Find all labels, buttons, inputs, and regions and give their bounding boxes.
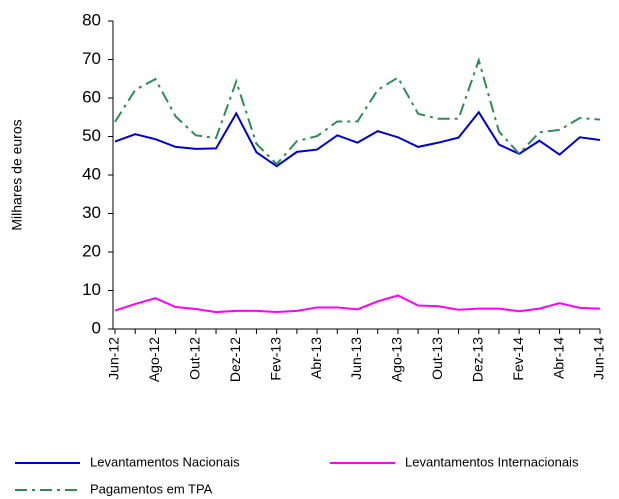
y-tick-label: 70 <box>82 49 101 68</box>
x-tick-label: Out-12 <box>187 337 203 380</box>
x-tick-label: Fev-13 <box>267 337 283 381</box>
y-tick-label: 50 <box>82 126 101 145</box>
y-tick-label: 0 <box>92 318 101 337</box>
x-tick-label: Ago-13 <box>389 337 405 382</box>
y-tick-label: 60 <box>82 87 101 106</box>
x-tick-label: Abr-13 <box>308 337 324 379</box>
x-tick-label: Jun-14 <box>591 337 607 380</box>
x-tick-label: Dez-13 <box>469 337 485 382</box>
y-tick-label: 10 <box>82 280 101 299</box>
y-tick-label: 20 <box>82 241 101 260</box>
series-line <box>114 56 601 166</box>
y-tick-label: 80 <box>82 10 101 29</box>
x-tick-label: Ago-12 <box>146 337 162 382</box>
legend-label: Pagamentos em TPA <box>90 481 213 496</box>
legend-label: Levantamentos Internacionais <box>405 454 579 469</box>
x-tick-label: Dez-12 <box>227 337 243 382</box>
y-tick-label: 30 <box>82 203 101 222</box>
x-tick-label: Jun-13 <box>348 337 364 380</box>
x-tick-label: Out-13 <box>429 337 445 380</box>
y-tick-label: 40 <box>82 164 101 183</box>
y-axis-label: Milhares de euros <box>9 119 25 230</box>
x-tick-label: Fev-14 <box>510 337 526 381</box>
legend-label: Levantamentos Nacionais <box>90 454 240 469</box>
x-tick-label: Abr-14 <box>550 337 566 379</box>
series-line <box>114 294 601 314</box>
x-tick-label: Jun-12 <box>106 337 122 380</box>
